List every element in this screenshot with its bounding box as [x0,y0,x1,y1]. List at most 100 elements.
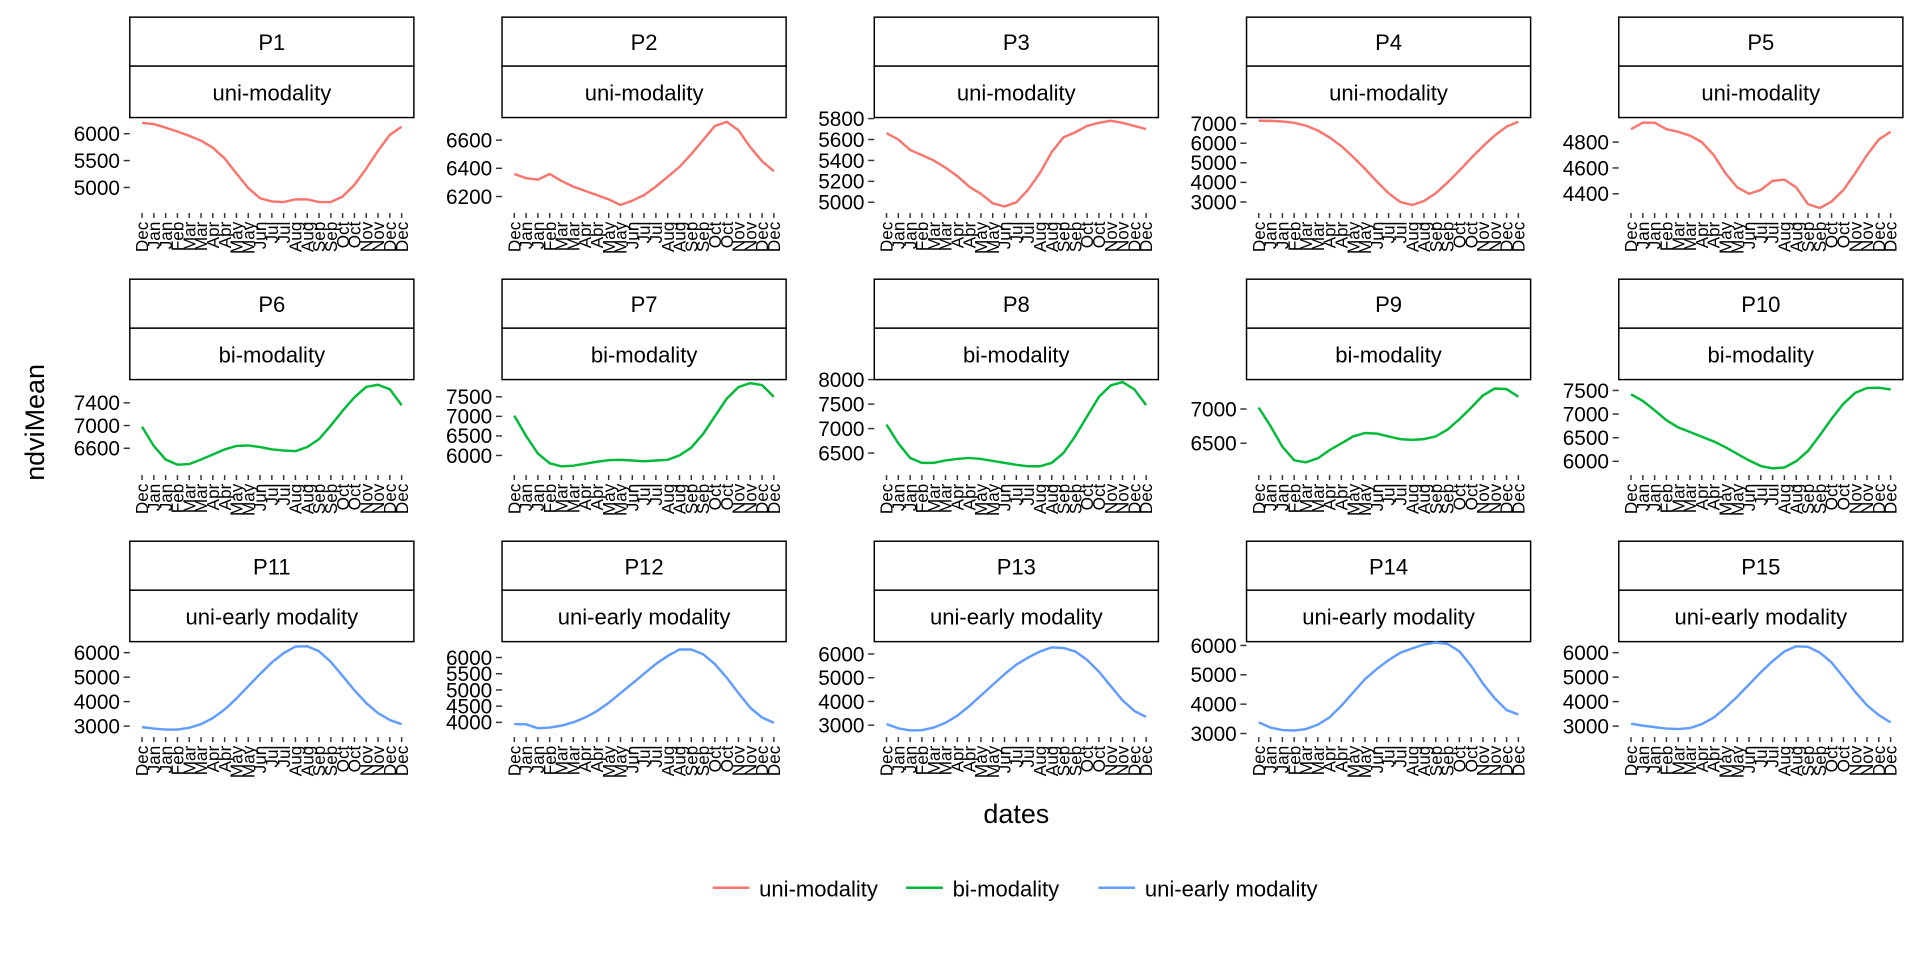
x-tick-label: Nov [740,745,760,776]
x-tick-label: Mar [191,745,211,775]
y-tick-label: 7400 [74,392,120,415]
data-line [886,646,1147,732]
x-tick-label: Aug [297,746,317,776]
panel-title: P11 [253,554,291,579]
y-tick-label: 7500 [1563,380,1609,403]
x-tick-label: Jul [1751,746,1771,768]
y-tick-label: 5000 [74,177,120,200]
x-tick-label: Aug [1042,484,1062,514]
y-tick-label: 6000 [1190,133,1236,156]
x-tick-label: Jul [646,484,666,506]
data-line [885,119,1147,208]
x-tick-label: Mar [1680,483,1700,513]
x-tick-label: May [1355,745,1375,778]
panel-title: P14 [1369,554,1408,579]
strip [129,16,415,67]
x-tick-label: Jul [1018,484,1038,506]
x-tick-label: May [611,483,631,516]
y-tick-label: 6400 [446,158,492,181]
x-tick-label: Sep [1065,222,1085,252]
x-tick-label: Apr [575,745,595,772]
strip [873,327,1160,381]
x-tick-label: Mar [179,745,199,775]
x-tick-label: Dec [392,483,412,514]
x-tick-label: Dec [1881,221,1901,252]
x-tick-label: Oct [705,483,725,510]
x-tick-label: Nov [740,483,760,514]
x-tick-label: Sep [693,484,713,514]
x-tick-label: Aug [1402,746,1422,776]
x-tick-label: Oct [1461,745,1481,772]
x-tick-label: May [1716,221,1736,254]
x-tick-label: Dec [1249,221,1269,252]
x-tick-label: Nov [1101,483,1121,514]
x-tick-label: Aug [1042,222,1062,252]
x-tick-label: Dec [132,483,152,514]
y-tick-label: 6600 [74,438,120,461]
data-line [1630,386,1891,470]
x-tick-label: May [227,483,247,516]
x-tick-label: Aug [286,746,306,776]
y-tick-label: 4000 [1190,172,1236,195]
x-tick-label: May [1727,221,1747,254]
x-tick-label: Aug [1775,222,1795,252]
x-tick-label: Dec [1497,483,1517,514]
x-tick-label: May [983,483,1003,516]
x-tick-label: Mar [1668,745,1688,775]
x-tick-label: May [611,745,631,778]
panel-title: P13 [997,554,1036,579]
x-tick-label: Apr [1704,483,1724,510]
x-tick-label: Dec [877,745,897,776]
strip [1618,589,1904,643]
x-tick-label: Dec [764,745,784,776]
x-tick-label: May [971,483,991,516]
x-tick-label: Dec [1869,221,1889,252]
x-tick-label: Jan [888,746,908,774]
x-tick-label: Jul [1390,222,1410,244]
strip [1618,327,1904,381]
x-tick-label: Feb [912,222,932,252]
y-tick-label: 4500 [446,696,492,719]
x-tick-label: Apr [959,745,979,772]
x-tick-label: Apr [1320,745,1340,772]
x-tick-label: Mar [936,221,956,251]
x-tick-label: Sep [321,484,341,514]
strip [501,589,787,643]
x-tick-label: Jul [1763,484,1783,506]
x-tick-label: Dec [1249,745,1269,776]
x-tick-label: Jul [1018,746,1038,768]
x-tick-label: Sep [681,222,701,252]
x-tick-label: Jul [1006,222,1026,244]
y-tick-label: 3000 [1563,715,1609,738]
x-tick-label: Dec [1621,221,1641,252]
x-tick-label: Apr [1692,221,1712,248]
x-tick-label: Aug [1775,484,1795,514]
x-tick-label: Oct [333,221,353,248]
x-tick-label: Aug [1402,484,1422,514]
x-tick-label: Apr [575,221,595,248]
x-tick-label: May [971,221,991,254]
y-tick-label: 5000 [1190,152,1236,175]
x-tick-label: Sep [321,746,341,776]
strip [1618,540,1904,591]
data-line [514,648,775,730]
x-tick-label: Dec [877,221,897,252]
x-tick-label: Mar [552,221,572,251]
x-tick-label: Nov [740,221,760,252]
x-tick-label: Apr [203,745,223,772]
x-tick-label: Mar [1308,221,1328,251]
x-tick-label: Jan [888,222,908,250]
x-tick-label: Dec [1124,483,1144,514]
x-tick-label: Sep [1438,484,1458,514]
x-tick-label: Jul [1006,746,1026,768]
y-tick-label: 5000 [446,679,492,702]
x-tick-label: May [1355,221,1375,254]
x-tick-label: Mar [924,745,944,775]
panel-title: P9 [1375,292,1402,317]
x-tick-label: Jun [622,746,642,774]
y-tick-label: 4600 [1563,157,1609,180]
x-tick-label: May [1355,483,1375,516]
x-tick-label: Feb [1657,222,1677,252]
panel-subtitle: uni-modality [1329,80,1448,105]
x-tick-label: Jul [1018,222,1038,244]
